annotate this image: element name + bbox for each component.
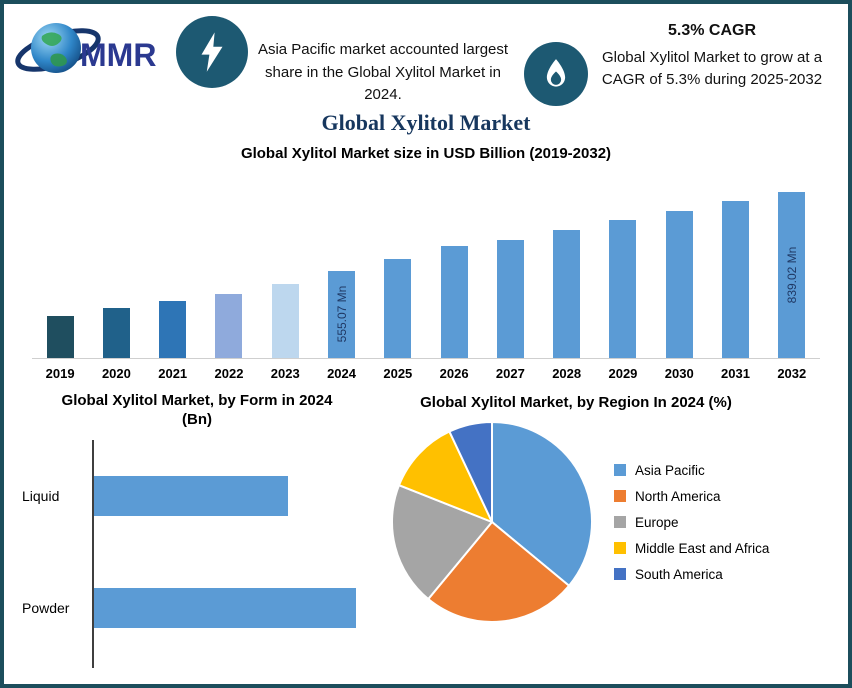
form-bar-liquid <box>94 475 288 516</box>
pie-slice-asia-pacific <box>491 420 593 588</box>
pie-slice-middle-east-and-africa <box>397 430 494 524</box>
year-label-2025: 2025 <box>383 365 413 381</box>
highlight-left-text: Asia Pacific market accounted largest sh… <box>257 41 509 103</box>
form-chart: Global Xylitol Market, by Form in 2024 (… <box>4 391 376 672</box>
legend-swatch <box>614 464 626 476</box>
bar-value-label-2024: 555.07 Mn <box>334 285 349 343</box>
bar-2021 <box>159 300 187 358</box>
market-size-chart: Global Xylitol Market size in USD Billio… <box>4 144 848 381</box>
form-chart-axis <box>92 439 94 668</box>
legend-item-europe: Europe <box>614 515 769 530</box>
bar-2019 <box>46 315 74 358</box>
region-chart-body: Asia Pacific North America Europe Middle Ea… <box>376 416 848 628</box>
page-title: Global Xylitol Market <box>321 110 531 135</box>
bar-column-2030: 2030 <box>651 166 708 381</box>
year-label-2031: 2031 <box>721 365 750 381</box>
bar-column-2021: 2021 <box>144 166 201 381</box>
form-bar-powder <box>94 587 356 628</box>
bar-column-2025: 2025 <box>369 166 426 381</box>
bar-2030 <box>665 210 693 358</box>
flame-badge <box>524 42 588 106</box>
legend-swatch <box>614 568 626 580</box>
year-label-2021: 2021 <box>158 365 188 381</box>
bar-2025 <box>384 258 412 358</box>
year-label-2024: 2024 <box>327 365 356 381</box>
form-category-label: Liquid <box>22 487 60 504</box>
bar-2027 <box>496 239 524 358</box>
pie-slice-europe <box>391 483 494 601</box>
flame-icon <box>546 59 566 87</box>
bar-column-2029: 2029 <box>594 166 652 381</box>
header: MMR Asia Pacific market accounted larges… <box>4 4 848 106</box>
legend-label: North America <box>635 488 721 504</box>
year-label-2023: 2023 <box>270 365 300 381</box>
cagr-title: 5.3% CAGR <box>667 22 757 39</box>
form-row-liquid: Liquid <box>18 475 376 516</box>
bar-2023 <box>271 283 299 358</box>
region-pie-chart <box>391 420 593 623</box>
year-label-2030: 2030 <box>664 365 694 381</box>
bar-column-2019: 2019 <box>32 166 89 381</box>
bar-2029 <box>609 219 637 358</box>
bar-column-2032: 839.02 Mn 2032 <box>763 166 820 381</box>
bar-2022 <box>215 293 243 358</box>
bottom-charts: Global Xylitol Market, by Form in 2024 (… <box>4 391 848 672</box>
legend-swatch <box>614 490 626 502</box>
year-label-2022: 2022 <box>214 365 244 381</box>
lightning-badge <box>176 16 248 88</box>
region-chart-title: Global Xylitol Market, by Region In 2024… <box>420 393 732 411</box>
bar-2024: 555.07 Mn <box>328 270 356 358</box>
bar-column-2023: 2023 <box>257 166 314 381</box>
bar-column-2026: 2026 <box>425 166 483 381</box>
legend-swatch <box>614 542 626 554</box>
pie-slice-north-america <box>426 520 571 623</box>
form-chart-title: Global Xylitol Market, by Form in 2024 (… <box>61 391 333 429</box>
year-label-2029: 2029 <box>608 365 638 381</box>
region-legend: Asia Pacific North America Europe Middle Ea… <box>614 452 769 593</box>
bar-column-2027: 2027 <box>482 166 539 381</box>
form-chart-body: Liquid Powder <box>18 439 376 672</box>
year-label-2020: 2020 <box>101 365 131 381</box>
legend-item-asia-pacific: Asia Pacific <box>614 463 769 478</box>
region-chart: Global Xylitol Market, by Region In 2024… <box>376 391 848 672</box>
cagr-callout: 5.3% CAGR Global Xylitol Market to grow … <box>600 22 824 91</box>
cagr-text: Global Xylitol Market to grow at a CAGR … <box>601 49 823 88</box>
year-label-2026: 2026 <box>439 365 469 381</box>
bar-value-label-2032: 839.02 Mn <box>784 246 799 303</box>
globe-icon: MMR <box>15 23 156 73</box>
bar-2026 <box>440 245 468 358</box>
year-label-2032: 2032 <box>777 365 807 381</box>
legend-swatch <box>614 516 626 528</box>
legend-label: Asia Pacific <box>635 462 705 478</box>
legend-item-north-america: North America <box>614 489 769 504</box>
legend-label: Middle East and Africa <box>635 540 770 556</box>
form-row-powder: Powder <box>18 587 376 628</box>
bar-column-2028: 2028 <box>538 166 595 381</box>
bar-2031 <box>722 200 750 358</box>
bar-column-2024: 555.07 Mn 2024 <box>313 166 370 381</box>
bar-2028 <box>553 229 581 358</box>
market-size-bars: 2019 2020 2021 2022 2023 555.07 Mn 2024 2025 202… <box>32 166 820 381</box>
mmr-logo: MMR <box>12 8 174 91</box>
bar-column-2031: 2031 <box>707 166 764 381</box>
bar-column-2022: 2022 <box>200 166 258 381</box>
legend-item-middle-east-and-africa: Middle East and Africa <box>614 541 769 556</box>
pie-slice-south-america <box>448 420 493 523</box>
year-label-2019: 2019 <box>45 365 75 381</box>
form-category-label: Powder <box>22 599 70 616</box>
logo-text: MMR <box>80 37 156 73</box>
bar-2020 <box>102 307 130 358</box>
legend-label: Europe <box>635 514 679 530</box>
bar-2032: 839.02 Mn <box>778 191 806 358</box>
year-label-2028: 2028 <box>552 365 582 381</box>
market-size-chart-title: Global Xylitol Market size in USD Billio… <box>240 145 612 162</box>
lightning-icon <box>201 32 223 72</box>
legend-item-south-america: South America <box>614 567 769 582</box>
legend-label: South America <box>635 566 723 582</box>
year-label-2027: 2027 <box>495 365 525 381</box>
bar-column-2020: 2020 <box>88 166 145 381</box>
